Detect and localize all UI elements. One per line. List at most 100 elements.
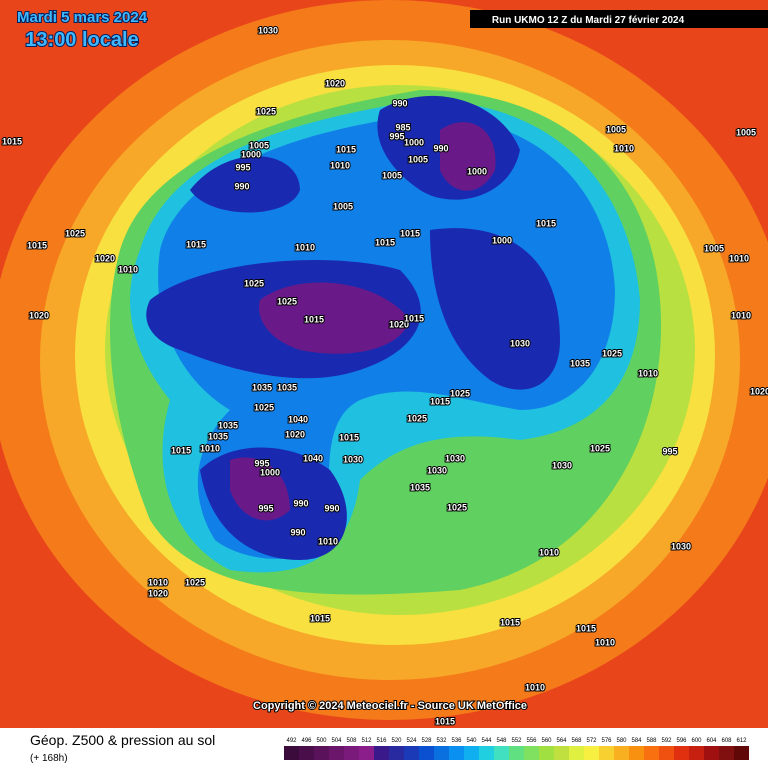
pressure-label: 1030 — [427, 465, 447, 475]
legend-value: 504 — [331, 738, 342, 744]
legend-value: 524 — [406, 738, 417, 744]
legend-value: 584 — [631, 738, 642, 744]
pressure-label: 1020 — [389, 319, 409, 329]
pressure-label: 1035 — [277, 382, 297, 392]
pressure-label: 1000 — [260, 467, 280, 477]
pressure-label: 1005 — [606, 124, 626, 134]
pressure-label: 1020 — [750, 386, 768, 396]
legend-swatch — [569, 746, 584, 760]
pressure-label: 1035 — [218, 420, 238, 430]
legend-value: 596 — [676, 738, 687, 744]
pressure-label: 1010 — [295, 242, 315, 252]
pressure-label: 1015 — [336, 144, 356, 154]
legend-value: 500 — [316, 738, 327, 744]
pressure-label: 1020 — [148, 588, 168, 598]
pressure-label: 1025 — [602, 348, 622, 358]
pressure-label: 1005 — [333, 201, 353, 211]
run-info: Run UKMO 12 Z du Mardi 27 février 2024 — [492, 15, 685, 26]
pressure-label: 1010 — [330, 160, 350, 170]
pressure-label: 1010 — [731, 310, 751, 320]
legend-value: 604 — [706, 738, 717, 744]
legend-value: 528 — [421, 738, 432, 744]
legend-value: 520 — [391, 738, 402, 744]
pressure-label: 1010 — [614, 143, 634, 153]
legend-value: 532 — [436, 738, 447, 744]
legend-swatch — [404, 746, 419, 760]
pressure-label: 1040 — [288, 414, 308, 424]
legend-value: 492 — [286, 738, 297, 744]
legend-swatch — [329, 746, 344, 760]
pressure-label: 1015 — [186, 239, 206, 249]
pressure-label: 1015 — [339, 432, 359, 442]
legend-swatch — [299, 746, 314, 760]
pressure-label: 995 — [235, 162, 250, 172]
footer-title: Géop. Z500 & pression au sol — [30, 732, 215, 748]
legend-value: 580 — [616, 738, 627, 744]
legend-swatch — [539, 746, 554, 760]
legend-swatch — [659, 746, 674, 760]
legend-value: 556 — [526, 738, 537, 744]
legend-swatch — [389, 746, 404, 760]
pressure-label: 995 — [389, 131, 404, 141]
legend-swatch — [509, 746, 524, 760]
pressure-label: 1005 — [408, 154, 428, 164]
legend-value: 612 — [736, 738, 747, 744]
legend-value: 564 — [556, 738, 567, 744]
pressure-label: 1030 — [671, 541, 691, 551]
legend-value: 576 — [601, 738, 612, 744]
pressure-label: 1010 — [539, 547, 559, 557]
pressure-label: 1015 — [404, 313, 424, 323]
pressure-label: 995 — [662, 446, 677, 456]
lead-time: (+ 168h) — [30, 753, 68, 764]
pressure-label: 1015 — [2, 136, 22, 146]
pressure-label: 1010 — [638, 368, 658, 378]
pressure-label: 995 — [258, 503, 273, 513]
legend-swatch — [629, 746, 644, 760]
pressure-label: 1015 — [500, 617, 520, 627]
legend-value: 548 — [496, 738, 507, 744]
pressure-label: 1020 — [29, 310, 49, 320]
pressure-label: 1000 — [492, 235, 512, 245]
pressure-label: 1030 — [510, 338, 530, 348]
pressure-label: 990 — [392, 98, 407, 108]
legend-value: 600 — [691, 738, 702, 744]
pressure-label: 1015 — [375, 237, 395, 247]
pressure-label: 1005 — [736, 127, 756, 137]
pressure-label: 1010 — [318, 536, 338, 546]
legend-swatch — [314, 746, 329, 760]
legend-swatch — [479, 746, 494, 760]
legend-swatch — [419, 746, 434, 760]
legend-swatch — [344, 746, 359, 760]
legend-value: 592 — [661, 738, 672, 744]
pressure-label: 1015 — [400, 228, 420, 238]
pressure-label: 990 — [293, 498, 308, 508]
legend-swatch — [554, 746, 569, 760]
pressure-label: 1015 — [27, 240, 47, 250]
legend-swatch — [644, 746, 659, 760]
legend-value: 544 — [481, 738, 492, 744]
pressure-label: 1010 — [148, 577, 168, 587]
legend-value: 508 — [346, 738, 357, 744]
pressure-label: 990 — [433, 143, 448, 153]
legend-swatch — [284, 746, 299, 760]
pressure-label: 1015 — [304, 314, 324, 324]
pressure-label: 1025 — [590, 443, 610, 453]
pressure-label: 1025 — [65, 228, 85, 238]
legend-swatch — [359, 746, 374, 760]
pressure-label: 1005 — [249, 140, 269, 150]
legend-swatch — [584, 746, 599, 760]
pressure-label: 1035 — [410, 482, 430, 492]
pressure-label: 1015 — [576, 623, 596, 633]
pressure-label: 1005 — [382, 170, 402, 180]
legend-swatch — [449, 746, 464, 760]
legend-value: 572 — [586, 738, 597, 744]
legend-swatch — [614, 746, 629, 760]
legend-swatch — [494, 746, 509, 760]
pressure-label: 1015 — [536, 218, 556, 228]
pressure-label: 1025 — [407, 413, 427, 423]
pressure-label: 1020 — [325, 78, 345, 88]
time: 13:00 locale — [25, 29, 138, 51]
pressure-label: 1035 — [252, 382, 272, 392]
